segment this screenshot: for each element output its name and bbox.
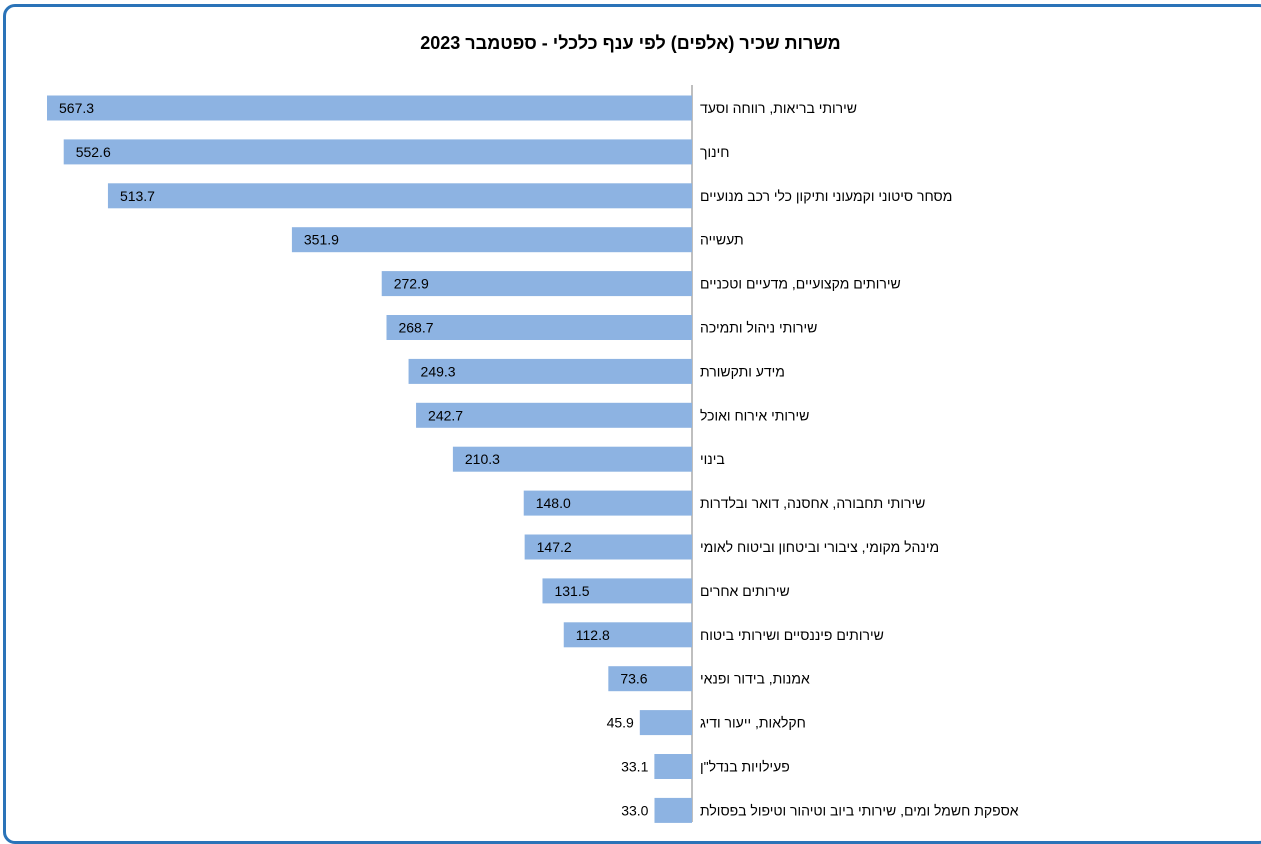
bar: [63, 139, 692, 165]
category-label: תעשייה: [700, 232, 744, 248]
bar: [381, 271, 692, 297]
data-label: 147.2: [537, 539, 572, 555]
category-label: פעילויות בנדל"ן: [700, 759, 790, 775]
data-label: 513.7: [120, 188, 155, 204]
bar: [523, 490, 692, 516]
data-label: 112.8: [576, 627, 610, 643]
data-label: 552.6: [76, 144, 111, 160]
data-label: 33.0: [621, 802, 648, 818]
category-label: שירותי ניהול ותמיכה: [700, 320, 817, 336]
data-label: 351.9: [304, 232, 339, 248]
bar: [608, 666, 692, 692]
bar: [563, 622, 692, 648]
data-label: 567.3: [59, 100, 94, 116]
category-label: שירותים אחרים: [700, 583, 790, 599]
data-label: 210.3: [465, 451, 500, 467]
category-label: מידע ותקשורת: [700, 363, 785, 379]
bar: [416, 402, 692, 428]
category-label: חינוך: [700, 144, 729, 160]
category-label: שירותים פיננסיים ושירותי ביטוח: [700, 627, 884, 643]
data-label: 33.1: [621, 759, 648, 775]
bar: [291, 227, 692, 253]
category-label: מינהל מקומי, ציבורי וביטחון וביטוח לאומי: [700, 539, 939, 555]
bar: [524, 534, 692, 560]
category-label: אמנות, בידור ופנאי: [700, 671, 810, 687]
chart-title: משרות שכיר (אלפים) לפי ענף כלכלי - ספטמב…: [420, 33, 841, 53]
category-label: חקלאות, ייעור ודיג: [700, 715, 806, 731]
data-label: 249.3: [421, 363, 456, 379]
category-label: שירותי בריאות, רווחה וסעד: [700, 100, 857, 116]
data-label: 45.9: [607, 715, 634, 731]
category-label: שירותים מקצועיים, מדעיים וטכניים: [700, 276, 901, 292]
bar: [639, 710, 692, 736]
data-label: 272.9: [394, 276, 429, 292]
data-label: 148.0: [536, 495, 571, 511]
data-label: 268.7: [398, 320, 433, 336]
bar: [452, 446, 692, 472]
bar: [542, 578, 692, 604]
bar: [408, 358, 692, 384]
data-label: 242.7: [428, 407, 463, 423]
bar: [654, 754, 692, 779]
category-label: שירותי תחבורה, אחסנה, דואר ובלדרות: [700, 495, 925, 511]
bar: [107, 183, 693, 209]
category-label: אספקת חשמל ומים, שירותי ביוב וטיהור וטיפ…: [700, 802, 1019, 818]
category-label: בינוי: [700, 451, 725, 467]
bar: [47, 95, 692, 121]
bar: [386, 315, 692, 340]
bar: [654, 797, 692, 823]
category-label: מסחר סיטוני וקמעוני ותיקון כלי רכב מנועי…: [700, 188, 952, 204]
data-label: 73.6: [620, 671, 647, 687]
data-label: 131.5: [554, 583, 589, 599]
category-label: שירותי אירוח ואוכל: [700, 407, 809, 423]
